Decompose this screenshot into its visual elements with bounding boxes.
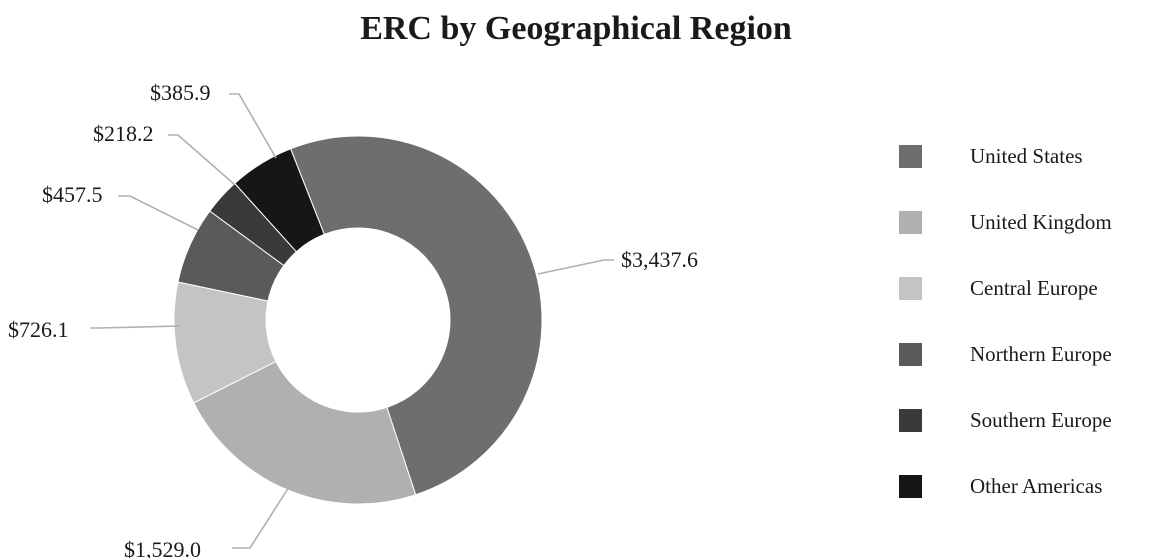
data-labels: $3,437.6 $1,529.0 $726.1 $457.5 $218.2 $385.9 [8,80,698,558]
legend: United States United Kingdom Central Europ… [899,144,1112,498]
donut-slices [173,135,543,505]
leader-line-other-americas [229,93,277,159]
data-label-other-americas: $385.9 [150,80,211,105]
legend-swatch-united-kingdom [899,211,922,234]
label-leader-lines [90,93,614,549]
legend-label-other-americas: Other Americas [970,474,1102,498]
data-label-united-states: $3,437.6 [621,247,698,272]
legend-label-central-europe: Central Europe [970,276,1098,300]
data-label-northern-europe: $457.5 [42,182,103,207]
slice-united-states [289,135,543,496]
legend-label-southern-europe: Southern Europe [970,408,1112,432]
legend-swatch-other-americas [899,475,922,498]
chart-title: ERC by Geographical Region [360,10,792,47]
leader-line-southern-europe [168,134,235,185]
legend-swatch-northern-europe [899,343,922,366]
data-label-central-europe: $726.1 [8,317,69,342]
legend-swatch-southern-europe [899,409,922,432]
slice-united-kingdom [193,360,417,505]
leader-line-central-europe [90,325,181,329]
slice-other-americas [234,148,325,253]
leader-line-northern-europe [118,195,199,231]
data-label-united-kingdom: $1,529.0 [124,537,201,558]
legend-swatch-united-states [899,145,922,168]
legend-label-northern-europe: Northern Europe [970,342,1112,366]
data-label-southern-europe: $218.2 [93,121,154,146]
legend-swatch-central-europe [899,277,922,300]
legend-label-united-kingdom: United Kingdom [970,210,1112,234]
legend-label-united-states: United States [970,144,1083,168]
leader-line-united-states [537,259,614,275]
leader-line-united-kingdom [232,486,290,549]
